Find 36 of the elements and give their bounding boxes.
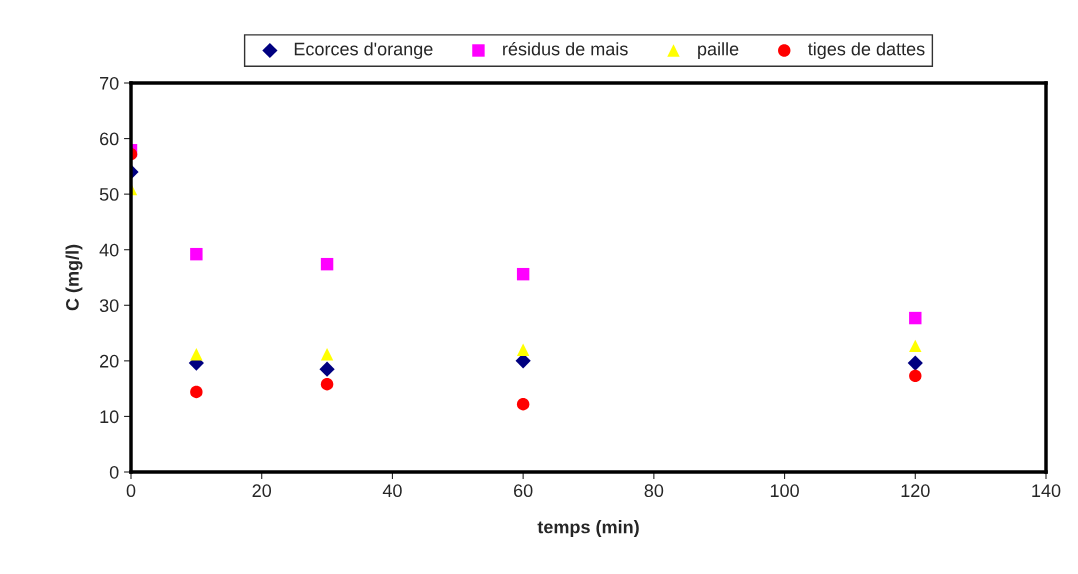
x-axis-title: temps (min) [537, 520, 639, 537]
y-tick-label: 60 [100, 132, 119, 146]
y-axis-title: C (mg/l) [65, 244, 83, 311]
point [909, 311, 922, 325]
point [909, 339, 922, 353]
y-tick-label: 20 [100, 354, 119, 368]
x-tick-label: 140 [1032, 484, 1061, 498]
point [319, 361, 335, 377]
point [907, 355, 923, 371]
point [516, 267, 530, 281]
point [320, 257, 334, 271]
point [190, 347, 203, 361]
y-tick-label: 0 [109, 465, 119, 479]
point [516, 343, 530, 356]
legend-label: Ecorces d'orange [294, 42, 433, 59]
y-tick-label: 50 [99, 188, 119, 201]
point [320, 377, 334, 391]
x-tick-label: 100 [770, 484, 799, 498]
y-tick-label: 30 [99, 299, 119, 313]
y-tick-label: 10 [100, 410, 119, 424]
legend-label: paille [698, 42, 739, 59]
x-tick-label: 20 [252, 484, 272, 498]
point [190, 247, 203, 261]
y-tick-label: 40 [99, 243, 119, 257]
legend-label: tiges de dattes [808, 42, 925, 59]
point [320, 347, 334, 361]
y-tick-label: 70 [100, 76, 119, 90]
legend-label: résidus de mais [503, 41, 628, 56]
point [516, 397, 530, 411]
x-tick-label: 0 [126, 484, 136, 498]
x-tick-label: 80 [644, 484, 664, 498]
x-tick-label: 40 [382, 484, 402, 498]
x-tick-label: 120 [901, 484, 930, 498]
point [190, 385, 203, 399]
x-tick-label: 60 [514, 484, 533, 498]
point [909, 369, 922, 383]
